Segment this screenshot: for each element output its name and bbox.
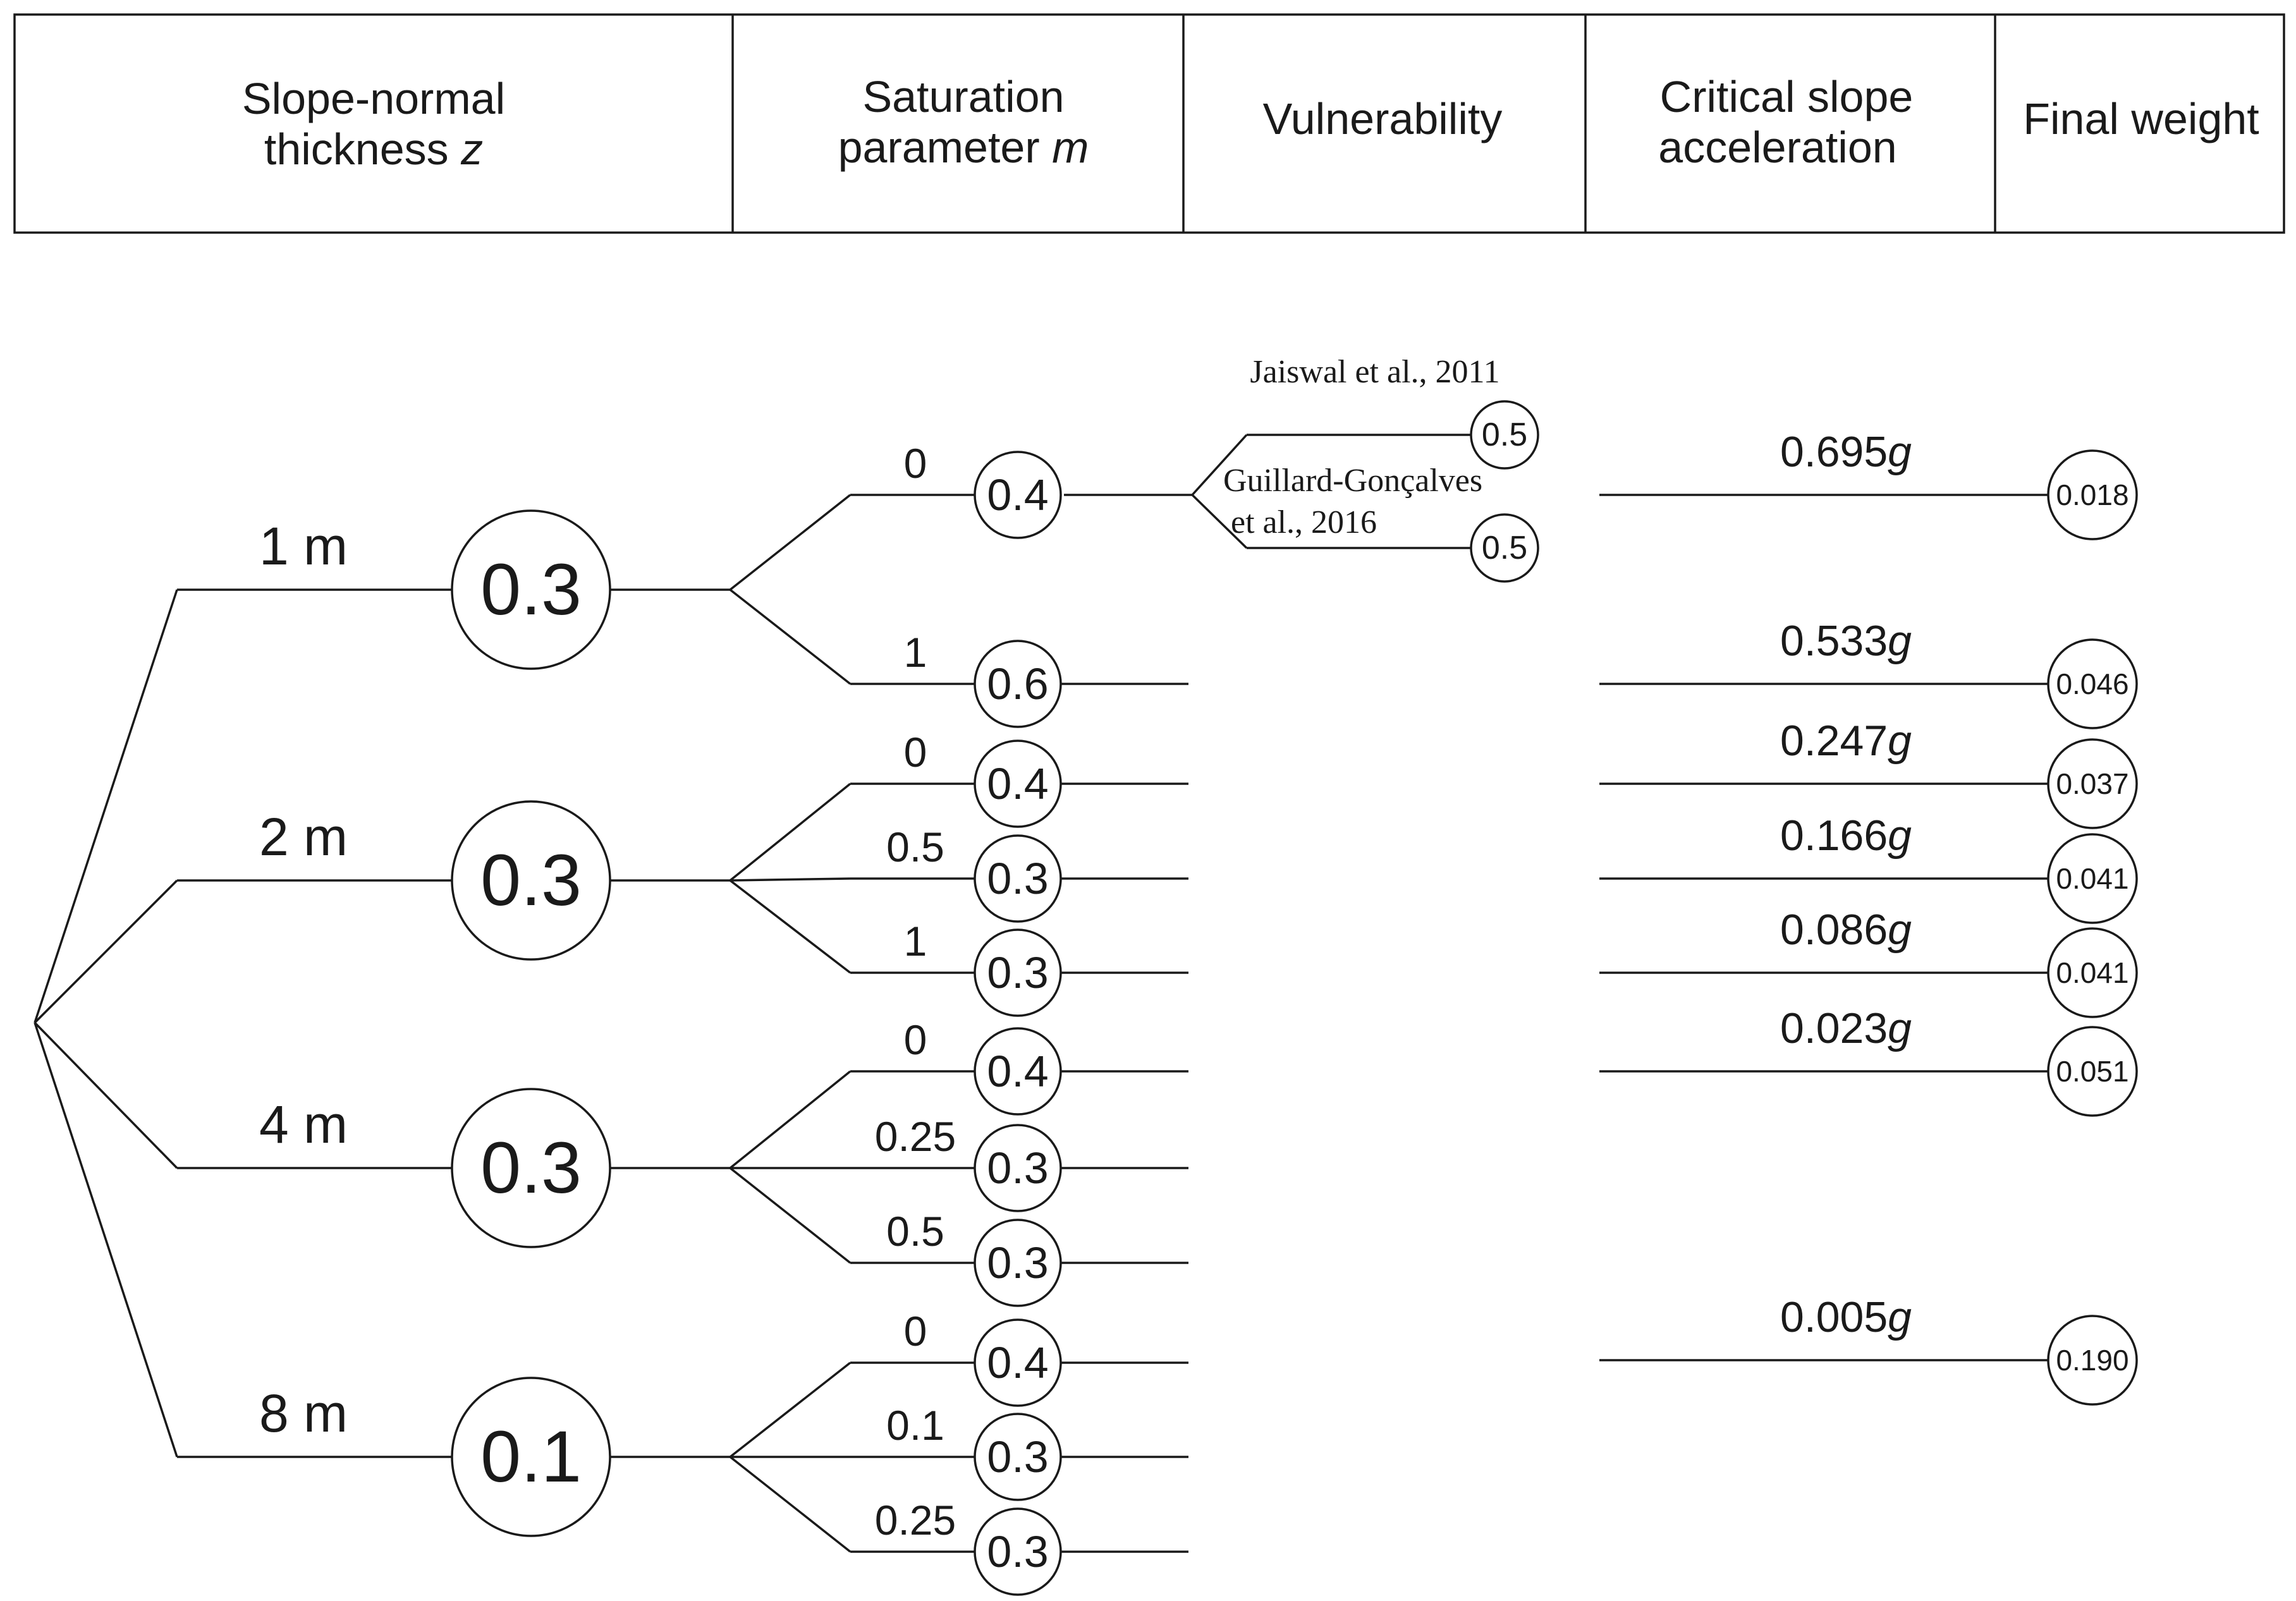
final-weight-label: 0.037 bbox=[2056, 767, 2128, 800]
critical-acceleration-label: 0.005g bbox=[1780, 1293, 1912, 1341]
thickness-weight-label: 0.3 bbox=[480, 549, 582, 630]
saturation-weight-label: 0.3 bbox=[987, 1432, 1048, 1482]
saturation-label: 0 bbox=[904, 1308, 927, 1354]
saturation-label: 1 bbox=[904, 918, 927, 965]
header-saturation-line1: Saturation bbox=[862, 72, 1064, 121]
header-vulnerability: Vulnerability bbox=[1263, 94, 1503, 143]
saturation-label: 0.25 bbox=[875, 1113, 956, 1160]
saturation-label: 0.5 bbox=[886, 1208, 944, 1255]
saturation-edge bbox=[729, 588, 852, 685]
thickness-weight-label: 0.3 bbox=[480, 1128, 582, 1208]
header-final-weight: Final weight bbox=[2023, 94, 2259, 143]
saturation-label: 0.1 bbox=[886, 1402, 944, 1449]
vulnerability-weight-label: 0.5 bbox=[1482, 417, 1527, 453]
vulnerability-weight-node bbox=[1470, 400, 1539, 470]
critical-acceleration-label: 0.695g bbox=[1780, 428, 1912, 476]
critical-acceleration-label: 0.166g bbox=[1780, 812, 1912, 860]
thickness-edge bbox=[34, 1021, 178, 1169]
saturation-weight-label: 0.3 bbox=[987, 854, 1048, 903]
final-weight-node bbox=[2047, 833, 2138, 924]
critical-acceleration-label: 0.247g bbox=[1780, 717, 1912, 765]
final-weight-label: 0.051 bbox=[2056, 1055, 2128, 1088]
saturation-label: 0 bbox=[904, 1016, 927, 1063]
saturation-weight-label: 0.3 bbox=[987, 1143, 1048, 1193]
saturation-label: 1 bbox=[904, 629, 927, 676]
saturation-weight-label: 0.4 bbox=[987, 470, 1048, 520]
final-weight-node bbox=[2047, 1315, 2138, 1406]
saturation-label: 0 bbox=[904, 729, 927, 776]
final-weight-label: 0.041 bbox=[2056, 956, 2128, 989]
saturation-edge bbox=[729, 879, 852, 974]
header-thickness-line2: thickness z bbox=[264, 125, 483, 174]
saturation-edge bbox=[729, 1456, 852, 1553]
header-frame bbox=[13, 13, 2285, 234]
vulnerability-weight-node bbox=[1470, 513, 1539, 583]
thickness-label: 8 m bbox=[259, 1384, 348, 1443]
saturation-edge bbox=[729, 782, 852, 882]
header-critical-acceleration-line2: acceleration bbox=[1658, 123, 1896, 172]
saturation-label: 0 bbox=[904, 440, 927, 487]
outcome-layer: 0.695g 0.018 0.533g 0.046 0.247g 0.037 0.166g 0… bbox=[1599, 428, 2138, 1406]
thickness-label: 2 m bbox=[259, 807, 348, 867]
final-weight-node bbox=[2047, 449, 2138, 540]
saturation-weight-label: 0.6 bbox=[987, 659, 1048, 709]
header-critical-acceleration-line1: Critical slope bbox=[1660, 72, 1914, 121]
saturation-weight-label: 0.3 bbox=[987, 1238, 1048, 1287]
saturation-weight-label: 0.3 bbox=[987, 1527, 1048, 1576]
saturation-weight-label: 0.3 bbox=[987, 948, 1048, 997]
critical-acceleration-label: 0.086g bbox=[1780, 906, 1912, 954]
vulnerability-edge bbox=[1191, 434, 1248, 496]
final-weight-node bbox=[2047, 1026, 2138, 1117]
thickness-edge bbox=[34, 1022, 178, 1458]
vulnerability-edge bbox=[1191, 494, 1248, 549]
header-thickness-line1: Slope-normal bbox=[242, 74, 505, 123]
tree-layer: 1 m 0.3 0 0.4 1 0.6 2 m 0.3 0 0.4 0.5 0.3 1 0.3 4 m 0.3… bbox=[34, 440, 1188, 1596]
saturation-edge bbox=[730, 877, 851, 882]
saturation-weight-label: 0.4 bbox=[987, 1338, 1048, 1387]
critical-acceleration-label: 0.533g bbox=[1780, 617, 1912, 665]
thickness-weight-label: 0.3 bbox=[480, 840, 582, 921]
critical-acceleration-label: 0.023g bbox=[1780, 1004, 1912, 1052]
thickness-edge bbox=[34, 879, 178, 1024]
saturation-weight-label: 0.4 bbox=[987, 1047, 1048, 1096]
vulnerability-weight-label: 0.5 bbox=[1482, 530, 1527, 566]
saturation-edge bbox=[729, 1361, 852, 1458]
saturation-edge bbox=[729, 1070, 852, 1169]
final-weight-node bbox=[2047, 638, 2138, 729]
vulnerability-model-label: et al., 2016 bbox=[1231, 504, 1377, 540]
final-weight-label: 0.041 bbox=[2056, 862, 2128, 895]
thickness-label: 4 m bbox=[259, 1095, 348, 1154]
final-weight-label: 0.190 bbox=[2056, 1344, 2128, 1377]
vulnerability-model-label: Jaiswal et al., 2011 bbox=[1250, 354, 1499, 390]
thickness-weight-label: 0.1 bbox=[480, 1416, 582, 1497]
vulnerability-model-label: Guillard-Gonçalves bbox=[1223, 463, 1482, 499]
final-weight-node bbox=[2047, 927, 2138, 1018]
saturation-label: 0.25 bbox=[875, 1497, 956, 1543]
final-weight-label: 0.018 bbox=[2056, 478, 2128, 511]
saturation-edge bbox=[729, 1167, 852, 1264]
vulnerability-branch: 0.5 0.5 Jaiswal et al., 2011 Guillard-Go… bbox=[1064, 354, 1539, 583]
final-weight-node bbox=[2047, 738, 2138, 829]
thickness-label: 1 m bbox=[259, 516, 348, 576]
thickness-edge bbox=[34, 589, 178, 1023]
saturation-edge bbox=[729, 494, 852, 591]
saturation-label: 0.5 bbox=[886, 824, 944, 870]
saturation-weight-label: 0.4 bbox=[987, 759, 1048, 808]
final-weight-label: 0.046 bbox=[2056, 667, 2128, 700]
saturation-weight-node bbox=[974, 451, 1062, 539]
header-saturation-line2: parameter m bbox=[838, 123, 1089, 172]
header-table: Slope-normal thickness z Saturation para… bbox=[13, 13, 2285, 234]
